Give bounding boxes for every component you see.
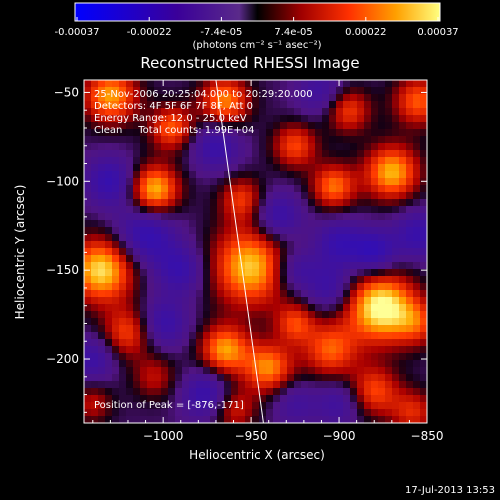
x-tick-label: −900: [323, 429, 356, 443]
colorbar-ticks: -0.00037 -0.00022 -7.4e-05 7.4e-05 0.00022 0.…: [55, 17, 459, 38]
colorbar-tick-label: -0.00022: [127, 27, 172, 38]
colorbar-gradient: [74, 2, 441, 22]
colorbar-unit-label: (photons cm⁻² s⁻¹ asec⁻²): [192, 40, 321, 51]
limb-line: [215, 80, 264, 423]
render-timestamp: 17-Jul-2013 13:53: [405, 485, 495, 496]
y-tick-label: −100: [46, 174, 79, 188]
y-tick-label: −50: [54, 85, 79, 99]
y-axis: −50 −100 −150 −200: [46, 85, 427, 413]
colorbar-tick-label: -7.4e-05: [200, 27, 242, 38]
y-axis-label: Heliocentric Y (arcsec): [13, 185, 27, 320]
annotation-detectors: Detectors: 4F 5F 6F 7F 8F, Att 0: [94, 101, 253, 112]
x-tick-label: −1000: [143, 429, 184, 443]
y-tick-label: −150: [46, 263, 79, 277]
colorbar-tick-label: 0.00037: [417, 27, 458, 38]
colorbar-tick-label: 0.00022: [345, 27, 386, 38]
colorbar-tick-label: -0.00037: [55, 27, 100, 38]
y-tick-label: −200: [46, 352, 79, 366]
chart-title: Reconstructed RHESSI Image: [140, 54, 359, 72]
annotation-block: 25-Nov-2006 20:25:04.000 to 20:29:20.000…: [94, 89, 313, 136]
x-tick-label: −950: [235, 429, 268, 443]
x-tick-label: −850: [411, 429, 444, 443]
annotation-time-range: 25-Nov-2006 20:25:04.000 to 20:29:20.000: [94, 89, 313, 100]
peak-position-label: Position of Peak = [-876,-171]: [94, 400, 244, 411]
heatmap-image: [84, 80, 427, 423]
annotation-method-counts: Clean Total counts: 1.99E+04: [94, 125, 254, 136]
annotation-energy-range: Energy Range: 12.0 - 25.0 keV: [94, 113, 247, 124]
x-axis: −1000 −950 −900 −850: [92, 80, 444, 443]
colorbar-tick-label: 7.4e-05: [274, 27, 312, 38]
colorbar: -0.00037 -0.00022 -7.4e-05 7.4e-05 0.00022 0.…: [55, 2, 459, 51]
plot-frame: [83, 79, 428, 424]
x-axis-label: Heliocentric X (arcsec): [189, 448, 325, 462]
